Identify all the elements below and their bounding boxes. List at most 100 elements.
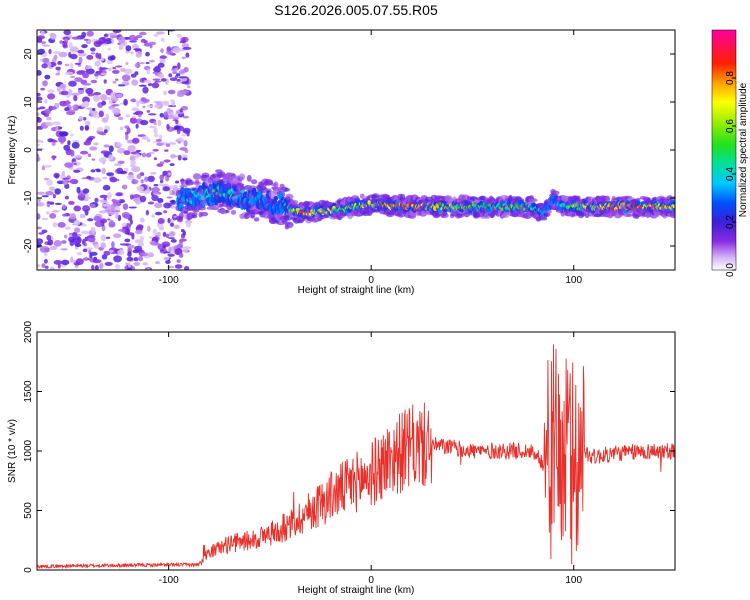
heatmap-halo-cell [456,213,465,218]
heatmap-noise-cell [170,155,179,158]
heatmap-noise-cell [92,107,96,111]
heatmap-noise-cell [132,116,137,119]
heatmap-noise-cell [54,202,62,205]
heatmap-noise-cell [176,33,183,38]
colorbar-tick-label: 0.8 [725,71,736,85]
heatmap-noise-cell [100,72,107,76]
heatmap-noise-cell [142,86,149,94]
heatmap-noise-cell [77,49,85,54]
heatmap-noise-cell [152,236,156,242]
heatmap-noise-cell [44,265,49,269]
heatmap-noise-cell [140,252,149,257]
heatmap-noise-cell [40,41,47,44]
heatmap-halo-cell [290,199,299,205]
heatmap-noise-cell [41,217,49,221]
heatmap-noise-cell [147,201,155,205]
heatmap-noise-cell [73,95,78,102]
heatmap-halo-cell [230,209,237,215]
snr-ytick-label: 1000 [23,439,34,462]
heatmap-noise-cell [168,142,177,145]
heatmap-noise-cell [115,142,123,147]
heatmap-noise-cell [131,166,141,173]
heatmap-halo-cell [605,195,611,203]
heatmap-noise-cell [182,46,192,50]
heatmap-noise-cell [156,231,161,237]
heatmap-noise-cell [174,264,183,269]
heatmap-noise-cell [160,48,164,53]
heatmap-noise-cell [128,206,137,209]
heatmap-noise-cell [100,234,107,242]
heatmap-noise-cell [163,251,171,254]
heatmap-noise-cell [52,57,57,64]
heatmap-noise-cell [42,80,48,87]
heatmap-noise-cell [125,62,129,66]
heatmap-noise-cell [69,133,74,137]
heatmap-noise-cell [125,45,132,52]
heatmap-noise-cell [69,53,78,60]
heatmap-noise-cell [109,177,118,183]
heatmap-noise-cell [156,31,165,35]
heatmap-noise-cell [130,51,134,55]
heatmap-noise-cell [160,249,164,252]
snr-ylabel: SNR (10 * v/v) [7,419,18,483]
heatmap-noise-cell [166,50,174,55]
heatmap-noise-cell [180,90,189,94]
heatmap-noise-cell [90,47,96,52]
heatmap-noise-cell [135,123,139,129]
heatmap-noise-cell [78,70,87,73]
heatmap-noise-cell [157,62,165,68]
heatmap-noise-cell [46,234,52,241]
heatmap-noise-cell [64,63,70,67]
heatmap-noise-cell [117,249,125,256]
heatmap-noise-cell [155,211,163,216]
heatmap-noise-cell [37,191,45,195]
heatmap-noise-cell [105,37,112,42]
heatmap-noise-cell [135,202,141,205]
heatmap-noise-cell [80,150,89,155]
heatmap-noise-cell [118,229,126,232]
heatmap-noise-cell [124,214,131,219]
heatmap-noise-cell [167,253,175,257]
heatmap-noise-cell [80,230,90,235]
heatmap-halo-cell [285,193,294,200]
heatmap-noise-cell [81,31,87,38]
heatmap-noise-cell [126,174,135,180]
heatmap-halo-cell [626,213,634,217]
heatmap-content [37,30,675,270]
heatmap-noise-cell [129,117,137,124]
heatmap-noise-cell [48,186,56,192]
heatmap-noise-cell [103,33,109,38]
heatmap-noise-cell [83,141,92,146]
heatmap-noise-cell [119,170,127,174]
heatmap-noise-cell [167,265,175,269]
heatmap-ytick-label: 10 [23,96,34,108]
heatmap-halo-cell [200,211,209,217]
heatmap-noise-cell [179,147,188,151]
heatmap-noise-cell [172,65,178,69]
heatmap-noise-cell [132,43,139,50]
heatmap-noise-cell [151,186,161,193]
heatmap-noise-cell [142,262,149,266]
heatmap-noise-cell [115,264,121,270]
figure-title: S126.2026.005.07.55.R05 [274,2,438,18]
heatmap-noise-cell [89,203,96,208]
heatmap-noise-cell [63,144,71,151]
heatmap-noise-cell [142,105,146,109]
heatmap-noise-cell [65,111,75,116]
heatmap-halo-cell [178,212,184,219]
heatmap-noise-cell [133,112,140,115]
heatmap-noise-cell [179,69,186,75]
colorbar: 0.0 0.2 0.4 0.6 0.8 Normalized spectral ampl… [711,29,749,277]
heatmap-noise-cell [175,119,179,125]
heatmap-noise-cell [173,224,180,229]
heatmap-noise-cell [93,142,99,146]
heatmap-noise-cell [139,31,147,36]
heatmap-halo-cell [283,187,290,192]
heatmap-noise-cell [59,40,63,44]
heatmap-noise-cell [135,229,143,235]
heatmap-noise-cell [94,197,99,203]
heatmap-noise-cell [81,44,88,49]
heatmap-noise-cell [45,191,54,196]
heatmap-noise-cell [160,78,167,82]
